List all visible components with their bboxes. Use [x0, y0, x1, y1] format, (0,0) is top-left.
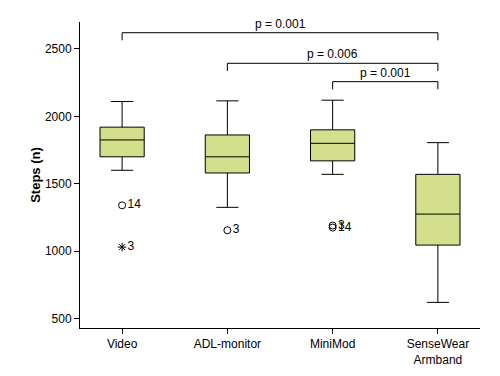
svg-text:2000: 2000 — [45, 110, 72, 124]
svg-text:1000: 1000 — [45, 244, 72, 258]
svg-text:1500: 1500 — [45, 177, 72, 191]
svg-text:14: 14 — [338, 220, 352, 234]
svg-text:p = 0.001: p = 0.001 — [360, 66, 411, 80]
svg-text:3: 3 — [127, 239, 134, 253]
svg-text:2500: 2500 — [45, 42, 72, 56]
svg-text:p = 0.006: p = 0.006 — [307, 47, 358, 61]
svg-text:SenseWearArmband: SenseWearArmband — [407, 337, 469, 367]
svg-text:14: 14 — [127, 197, 141, 211]
svg-text:p = 0.001: p = 0.001 — [255, 17, 306, 31]
svg-text:Steps (n): Steps (n) — [28, 147, 43, 203]
svg-text:MiniMod: MiniMod — [310, 337, 355, 351]
svg-text:3: 3 — [233, 222, 240, 236]
svg-text:Video: Video — [107, 337, 138, 351]
svg-text:ADL-monitor: ADL-monitor — [194, 337, 261, 351]
svg-text:500: 500 — [52, 312, 72, 326]
svg-text:3: 3 — [338, 218, 345, 232]
